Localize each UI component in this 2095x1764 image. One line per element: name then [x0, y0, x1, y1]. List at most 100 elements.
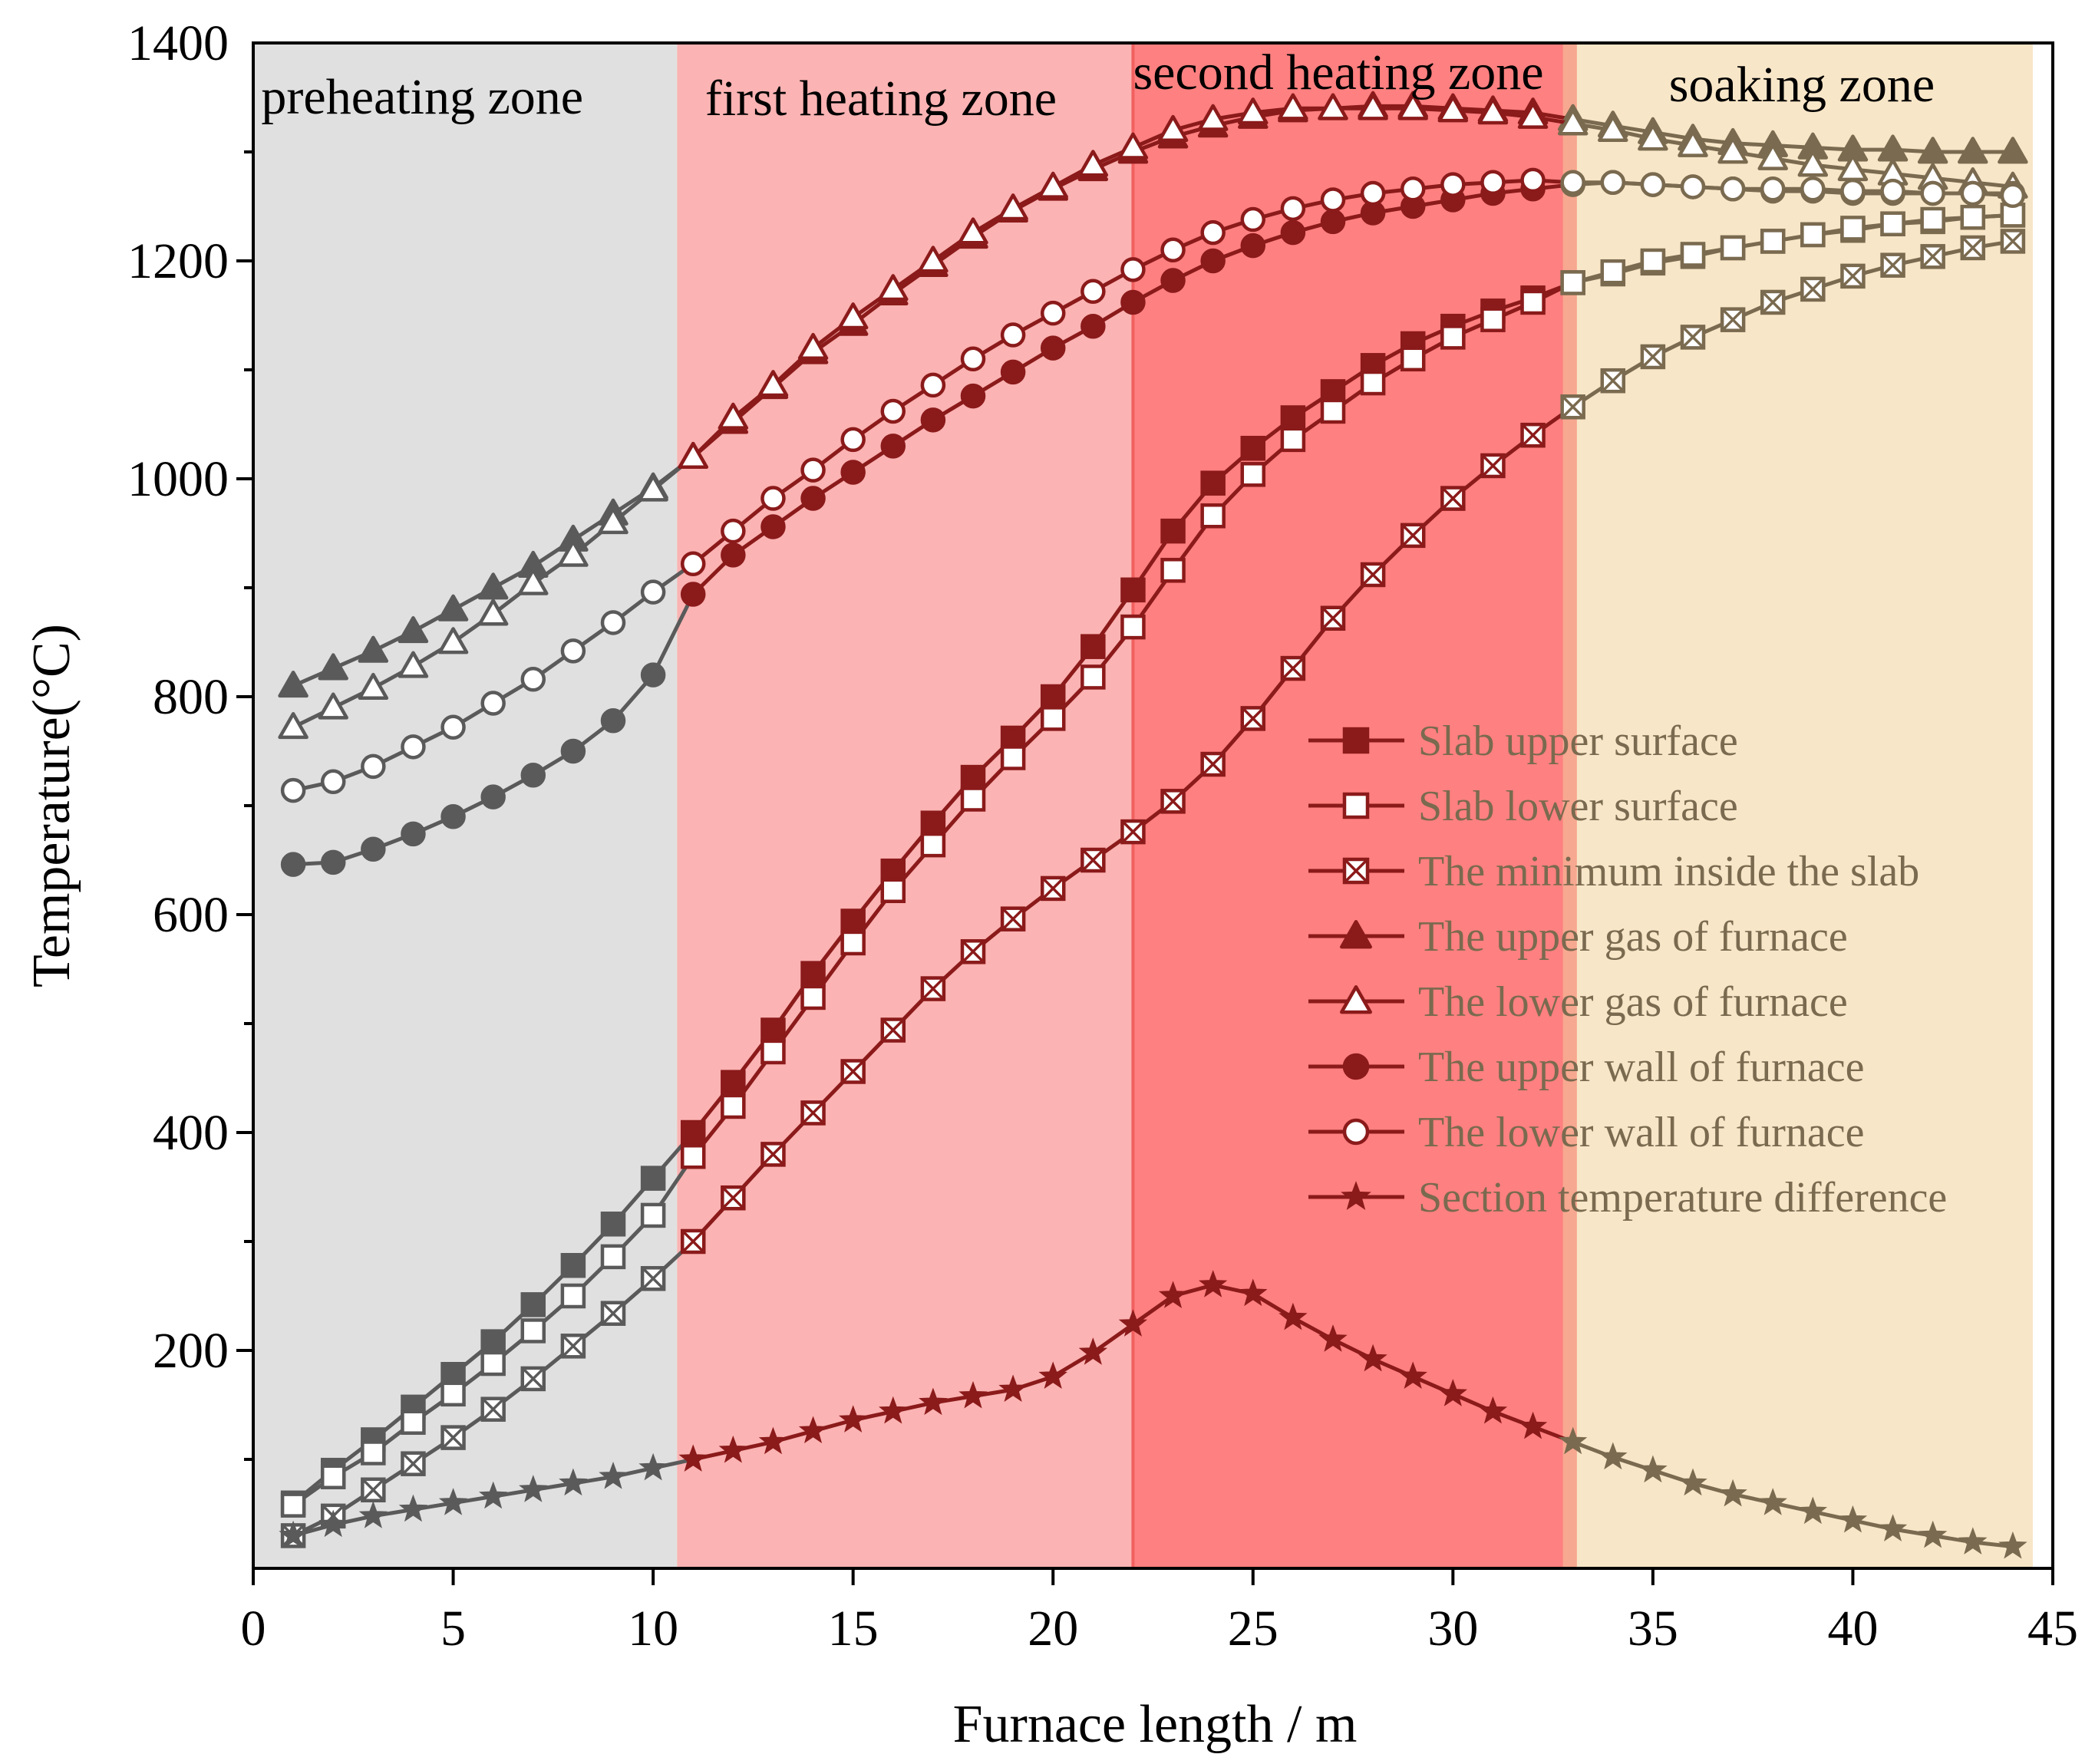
data-point [1197, 104, 1229, 131]
data-point [837, 302, 869, 330]
data-point [361, 836, 386, 862]
data-point [1720, 307, 1746, 332]
data-point [1360, 370, 1386, 396]
data-point [1717, 137, 1748, 164]
x-tick-label: 0 [241, 1601, 266, 1657]
data-point [760, 486, 786, 511]
legend-item: The lower gas of furnace [1308, 978, 1848, 1026]
data-point [520, 1292, 546, 1317]
data-point [800, 984, 826, 1011]
data-point [1440, 486, 1466, 511]
data-point [1958, 1527, 1988, 1555]
data-point [437, 627, 469, 654]
legend-marker [1342, 792, 1370, 819]
data-point [880, 434, 906, 459]
data-point [1800, 222, 1826, 248]
y-tick-label: 800 [153, 669, 229, 725]
x-tick-label: 40 [1827, 1601, 1878, 1657]
data-point [840, 1059, 866, 1084]
data-point [1760, 289, 1786, 315]
data-point [280, 1492, 306, 1518]
data-point [998, 1374, 1028, 1403]
data-point [1280, 655, 1306, 681]
data-point [1200, 503, 1226, 529]
legend-marker [1340, 920, 1372, 949]
data-point [1318, 1324, 1348, 1352]
data-point [1840, 263, 1866, 289]
data-point [600, 707, 626, 734]
legend-marker [1342, 1053, 1370, 1080]
legend-label: Slab upper surface [1418, 717, 1738, 765]
series-section-temperature-difference [279, 1270, 2027, 1559]
data-point [640, 1202, 666, 1228]
data-point [600, 1244, 626, 1270]
data-point [1240, 206, 1266, 232]
legend-marker [1342, 857, 1370, 885]
data-point [1077, 150, 1109, 177]
zone-boundary [1562, 43, 1577, 1568]
data-point [520, 762, 546, 788]
data-point [278, 671, 308, 698]
data-point [880, 1017, 906, 1043]
data-point [1478, 1396, 1508, 1424]
data-point [1680, 325, 1706, 350]
data-point [1438, 1379, 1468, 1406]
data-point [1157, 114, 1189, 142]
data-point [1760, 176, 1786, 202]
data-point [879, 1396, 908, 1424]
data-point [437, 594, 469, 622]
data-point [880, 398, 906, 424]
legend-marker [1342, 727, 1370, 754]
data-point [840, 460, 866, 485]
data-point [401, 1410, 426, 1435]
data-point [518, 568, 549, 595]
data-point [1640, 248, 1666, 274]
data-point [800, 457, 826, 483]
data-point [1640, 344, 1666, 370]
data-point [1280, 219, 1306, 246]
data-point [1720, 235, 1746, 261]
data-point [1080, 664, 1106, 690]
x-tick-label: 10 [628, 1601, 678, 1657]
data-point [919, 1387, 948, 1416]
data-point [960, 764, 986, 790]
data-point [480, 1350, 506, 1377]
data-point [1560, 394, 1585, 420]
data-point [878, 274, 909, 302]
data-point [1598, 1442, 1628, 1470]
data-point [1117, 132, 1149, 160]
data-point [1678, 1468, 1707, 1496]
data-point [998, 193, 1028, 221]
data-point [519, 1475, 548, 1502]
data-point [1520, 422, 1546, 448]
data-point [1720, 176, 1746, 202]
data-point [398, 616, 429, 644]
data-point [1118, 1309, 1148, 1337]
data-point [1038, 171, 1068, 199]
data-point [1998, 1531, 2027, 1559]
data-point [1518, 1411, 1548, 1439]
data-point [838, 1405, 868, 1433]
data-point [1080, 279, 1106, 305]
data-point [1397, 93, 1428, 120]
data-point [1880, 211, 1905, 236]
x-axis-title: Furnace length / m [953, 1695, 1358, 1754]
series-the-minimum-inside-the-slab [280, 229, 2026, 1548]
data-point [401, 1451, 426, 1476]
data-point [1158, 1281, 1188, 1308]
data-point [1638, 1455, 1668, 1483]
data-point [318, 1509, 348, 1538]
data-point [721, 1185, 746, 1211]
data-point [320, 769, 346, 795]
data-point [1120, 257, 1146, 282]
series-slab-lower-surface [280, 203, 2026, 1518]
data-point [680, 1119, 706, 1146]
y-tick-label: 600 [153, 887, 229, 943]
legend-label: Slab lower surface [1418, 783, 1738, 830]
data-point [760, 1017, 786, 1043]
legend-item: Section temperature difference [1308, 1174, 1947, 1222]
data-point [840, 908, 866, 934]
data-point [1040, 875, 1066, 902]
data-point [280, 777, 306, 803]
data-point [1880, 178, 1905, 204]
